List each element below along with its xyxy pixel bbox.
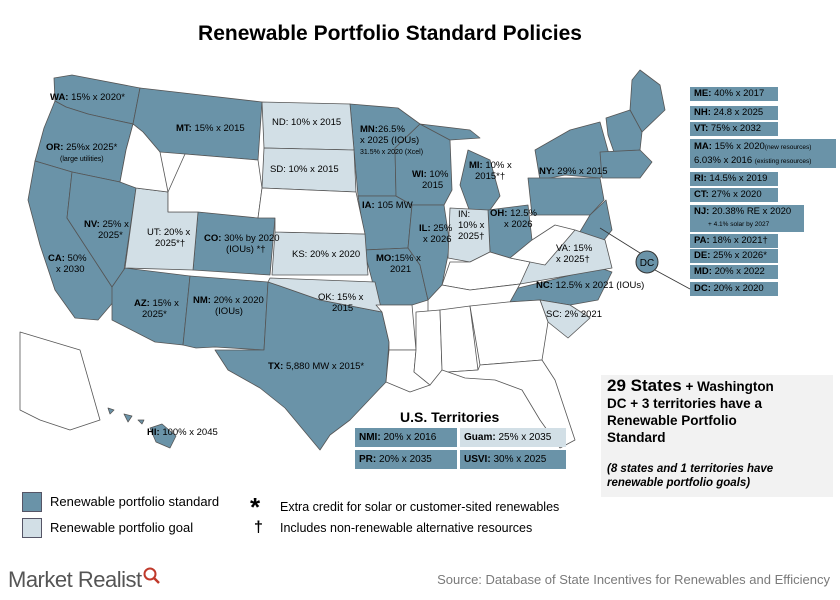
label-az: AZ: 15% x 2025* <box>134 298 179 320</box>
label-va: VA: 15% x 2025† <box>556 243 593 265</box>
ne-box-me: ME: 40% x 2017 <box>690 87 778 101</box>
label-in: IN: 10% x 2025† <box>458 209 485 242</box>
magnifier-icon <box>143 567 160 584</box>
asterisk-note: Extra credit for solar or customer-sited… <box>280 500 560 514</box>
state-ma-ri-ct <box>599 149 653 179</box>
ne-box-pa: PA: 18% x 2021† <box>690 234 778 248</box>
territory-pr: PR: 20% x 2035 <box>355 450 457 469</box>
ne-box-ri: RI: 14.5% x 2019 <box>690 172 778 186</box>
state-hi <box>107 407 177 449</box>
label-nd: ND: 10% x 2015 <box>272 117 342 128</box>
label-oh: OH: 12.5% x 2026 <box>490 208 537 230</box>
ne-box-ct: CT: 27% x 2020 <box>690 188 778 202</box>
dc-leader-bottom <box>654 269 691 290</box>
ne-box-md: MD: 20% x 2022 <box>690 265 778 279</box>
territory-usvi: USVI: 30% x 2025 <box>460 450 566 469</box>
territory-guam: Guam: 25% x 2035 <box>460 428 566 447</box>
label-ny: NY: 29% x 2015 <box>539 166 608 177</box>
dagger-symbol: † <box>254 519 263 536</box>
label-nv: NV: 25% x 2025* <box>84 219 129 241</box>
label-sc: SC: 2% 2021 <box>546 309 602 320</box>
summary-goals-note: (8 states and 1 territories have renewab… <box>607 463 774 489</box>
label-il: IL: 25% x 2026 <box>419 223 453 245</box>
ne-box-nj: NJ: 20.38% RE x 2020 + 4.1% solar by 2027 <box>690 205 804 232</box>
label-hi: HI: 100% x 2045 <box>147 427 218 438</box>
label-ok: OK: 15% x 2015 <box>318 292 364 314</box>
dc-leader-top <box>599 227 641 254</box>
label-wa: WA: 15% x 2020* <box>50 92 125 103</box>
state-pa <box>527 177 605 216</box>
label-wi: WI: 10% 2015 <box>412 169 449 191</box>
label-mo: MO:15% x 2021 <box>376 253 421 275</box>
source-note: Source: Database of State Incentives for… <box>437 572 830 587</box>
ne-box-nh: NH: 24.8 x 2025 <box>690 106 778 120</box>
asterisk-symbol: * <box>250 492 261 522</box>
legend-goal-swatch <box>22 518 42 538</box>
summary-text: 29 States + Washington DC + 3 territorie… <box>607 376 774 445</box>
label-ia: IA: 105 MW <box>362 200 413 211</box>
ne-box-dc: DC: 20% x 2020 <box>690 282 778 296</box>
label-mn: MN:26.5% x 2025 (IOUs) 31.5% x 2020 (Xcel) <box>360 124 424 156</box>
goal-states <box>124 101 613 339</box>
label-mi: MI: 10% x 2015*† <box>469 160 512 182</box>
summary-box: 29 States + Washington DC + 3 territorie… <box>601 375 833 497</box>
label-ks: KS: 20% x 2020 <box>292 249 361 260</box>
no-policy-states <box>19 123 576 449</box>
state-ne <box>257 187 366 235</box>
state-id <box>119 123 169 193</box>
ne-box-vt: VT: 75% x 2032 <box>690 122 778 136</box>
label-mt: MT: 15% x 2015 <box>176 123 245 134</box>
dc-marker-circle <box>635 250 659 274</box>
state-wv <box>509 224 576 266</box>
page-title: Renewable Portfolio Standard Policies <box>198 22 582 45</box>
dc-marker-label: DC <box>640 258 654 269</box>
label-tx: TX: 5,880 MW x 2015* <box>268 361 365 372</box>
legend-goal-label: Renewable portfolio goal <box>50 520 194 535</box>
state-ok <box>267 277 383 313</box>
state-wy <box>167 153 263 219</box>
label-co: CO: 30% by 2020 (IOUs) *† <box>204 233 280 255</box>
ne-box-ma: MA: 15% x 2020(new resources) 6.03% x 201… <box>690 139 836 168</box>
state-fl <box>447 359 576 449</box>
ne-box-de: DE: 25% x 2026* <box>690 249 778 263</box>
label-sd: SD: 10% x 2015 <box>270 164 339 175</box>
territory-nmi: NMI: 20% x 2016 <box>355 428 457 447</box>
dagger-note: Includes non-renewable alternative resou… <box>280 521 533 535</box>
label-ut: UT: 20% x 2025*† <box>147 227 191 249</box>
territories-title: U.S. Territories <box>400 409 500 425</box>
label-nc: NC: 12.5% x 2021 (IOUs) <box>536 280 645 291</box>
label-ca: CA: 50% x 2030 <box>48 253 87 275</box>
state-ms <box>413 309 443 386</box>
state-ga <box>469 299 549 366</box>
label-or: OR: 25%x 2025* (large utilities) <box>46 142 118 163</box>
legend-standard-swatch <box>22 492 42 512</box>
market-realist-logo: Market Realist <box>8 567 161 593</box>
legend-standard-label: Renewable portfolio standard <box>50 494 220 509</box>
state-ak <box>19 331 101 431</box>
label-nm: NM: 20% x 2020 (IOUs) <box>193 295 264 317</box>
